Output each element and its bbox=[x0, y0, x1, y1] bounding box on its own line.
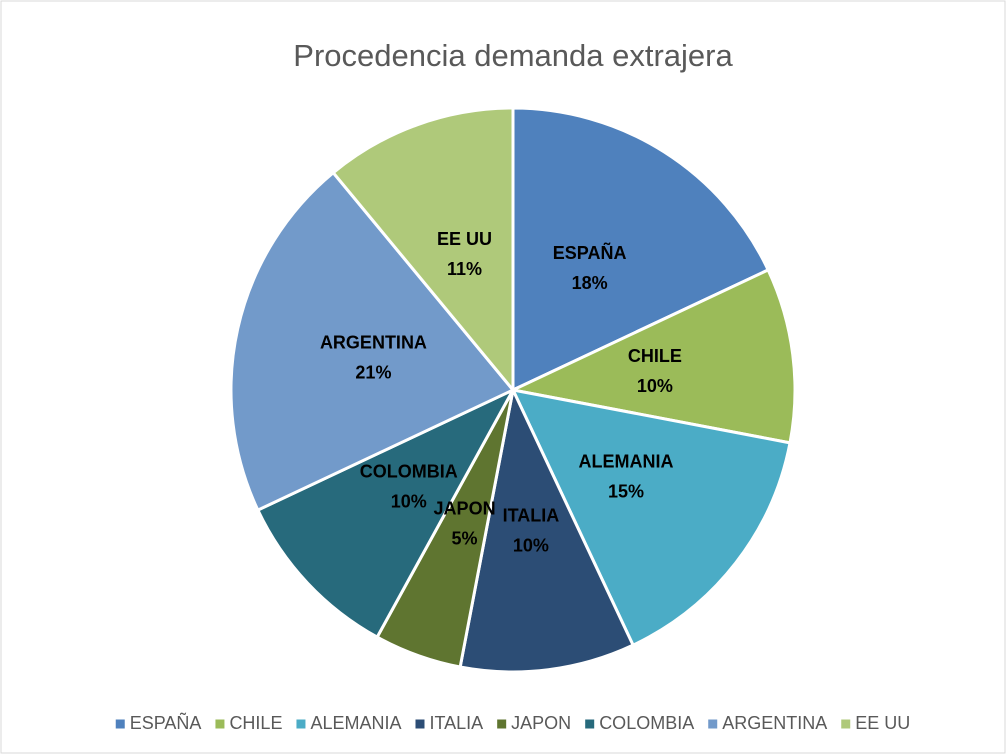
data-label-category: ESPAÑA bbox=[553, 242, 627, 263]
legend-label: ESPAÑA bbox=[130, 712, 202, 733]
legend-label: COLOMBIA bbox=[599, 713, 694, 733]
legend-label: JAPON bbox=[511, 713, 571, 733]
data-label-value: 15% bbox=[608, 481, 644, 501]
data-label-category: EE UU bbox=[437, 229, 492, 249]
pie-slice bbox=[511, 106, 771, 393]
legend-marker bbox=[708, 719, 718, 729]
data-label-category: COLOMBIA bbox=[360, 462, 458, 482]
data-label-value: 18% bbox=[572, 273, 608, 293]
legend-label: ARGENTINA bbox=[722, 713, 827, 733]
data-label-value: 21% bbox=[355, 363, 391, 383]
pie-slice bbox=[510, 387, 792, 648]
data-label-category: CHILE bbox=[628, 346, 682, 366]
pie-slice bbox=[331, 106, 515, 395]
data-label-value: 10% bbox=[513, 536, 549, 556]
legend-marker bbox=[296, 719, 306, 729]
legend-label: CHILE bbox=[229, 713, 282, 733]
data-label-value: 10% bbox=[391, 492, 427, 512]
legend-label: ALEMANIA bbox=[310, 713, 401, 733]
data-label-category: ARGENTINA bbox=[320, 333, 427, 353]
legend-marker bbox=[841, 719, 851, 729]
chart-title: Procedencia demanda extrajera bbox=[293, 38, 733, 73]
data-label-category: JAPON bbox=[434, 498, 496, 518]
legend-label: EE UU bbox=[855, 713, 910, 733]
legend-marker bbox=[415, 719, 425, 729]
legend-marker bbox=[115, 719, 125, 729]
data-label-category: ALEMANIA bbox=[578, 451, 673, 471]
pie-slice bbox=[229, 170, 516, 513]
legend-marker bbox=[497, 719, 507, 729]
legend-marker bbox=[215, 719, 225, 729]
data-label-value: 10% bbox=[637, 376, 673, 396]
data-label-value: 5% bbox=[452, 528, 478, 548]
legend-label: ITALIA bbox=[429, 713, 483, 733]
data-label-category: ITALIA bbox=[503, 506, 560, 526]
pie-slice bbox=[508, 267, 797, 445]
data-label-value: 11% bbox=[447, 259, 482, 279]
legend-marker bbox=[585, 719, 595, 729]
pie-slice bbox=[458, 385, 636, 674]
pie-slice bbox=[255, 386, 517, 640]
